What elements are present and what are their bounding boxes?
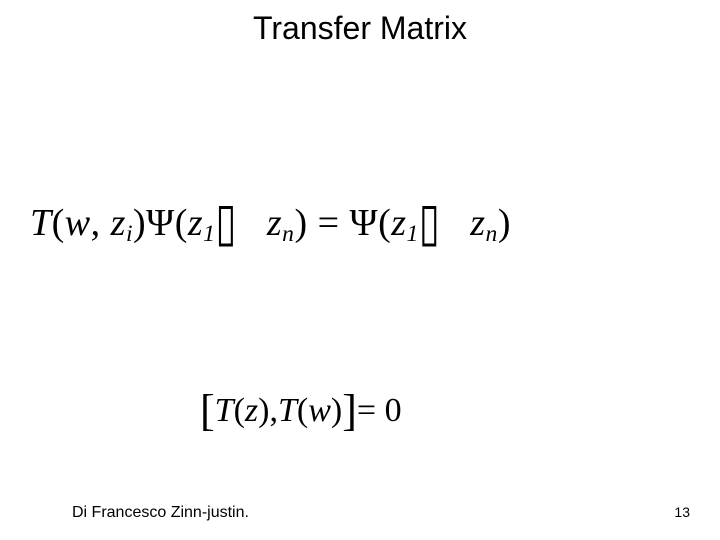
equation-commutator: [T(z),T(w)]= 0 (200, 385, 402, 436)
eq1-psi2: Ψ (350, 202, 379, 244)
slide: Transfer Matrix T(w, zi)Ψ(z1▯ zn) = Ψ(z1… (0, 0, 720, 540)
eq1-rp2: ) (294, 202, 307, 244)
eq1-z1a: z (188, 202, 203, 244)
eq1-zna: z (267, 202, 282, 244)
eq1-rp3: ) (498, 202, 511, 244)
eq2-w: w (308, 392, 331, 429)
eq1-rp1: ) (133, 202, 146, 244)
eq1-zi: z (111, 202, 126, 244)
eq2-comma: , (269, 392, 278, 429)
eq2-zero: 0 (385, 392, 402, 429)
eq1-znb: z (470, 202, 485, 244)
eq1-zna-sub: n (282, 221, 294, 247)
eq1-eq: = (318, 202, 340, 244)
eq1-lp1: ( (52, 202, 65, 244)
eq2-rp1: ) (258, 392, 269, 429)
equation-transfer-eigenvalue: T(w, zi)Ψ(z1▯ zn) = Ψ(z1▯ zn) (30, 200, 710, 248)
placeholder-box-icon: ▯ (419, 191, 440, 254)
page-number: 13 (674, 504, 690, 520)
eq2-lp2: ( (297, 392, 308, 429)
eq1-z1b: z (391, 202, 406, 244)
eq2-T2: T (278, 392, 297, 429)
eq1-zi-sub: i (126, 221, 133, 247)
eq1-z1a-sub: 1 (203, 221, 215, 247)
eq1-znb-sub: n (486, 221, 498, 247)
eq2-lbracket: [ (200, 386, 215, 435)
eq1-w: w (65, 202, 91, 244)
eq1-z1b-sub: 1 (407, 221, 419, 247)
eq2-T1: T (215, 392, 234, 429)
eq1-comma1: , (91, 202, 101, 244)
eq1-T: T (30, 202, 52, 244)
slide-title: Transfer Matrix (0, 10, 720, 47)
eq1-lp2: ( (175, 202, 188, 244)
eq2-rbracket: ] (342, 386, 357, 435)
eq2-lp1: ( (234, 392, 245, 429)
eq2-z: z (245, 392, 258, 429)
eq2-rp2: ) (331, 392, 342, 429)
eq1-lp3: ( (378, 202, 391, 244)
eq1-psi1: Ψ (146, 202, 175, 244)
footer-citation: Di Francesco Zinn-justin. (72, 504, 249, 522)
placeholder-box-icon: ▯ (215, 191, 236, 254)
eq2-eq: = (357, 392, 376, 429)
